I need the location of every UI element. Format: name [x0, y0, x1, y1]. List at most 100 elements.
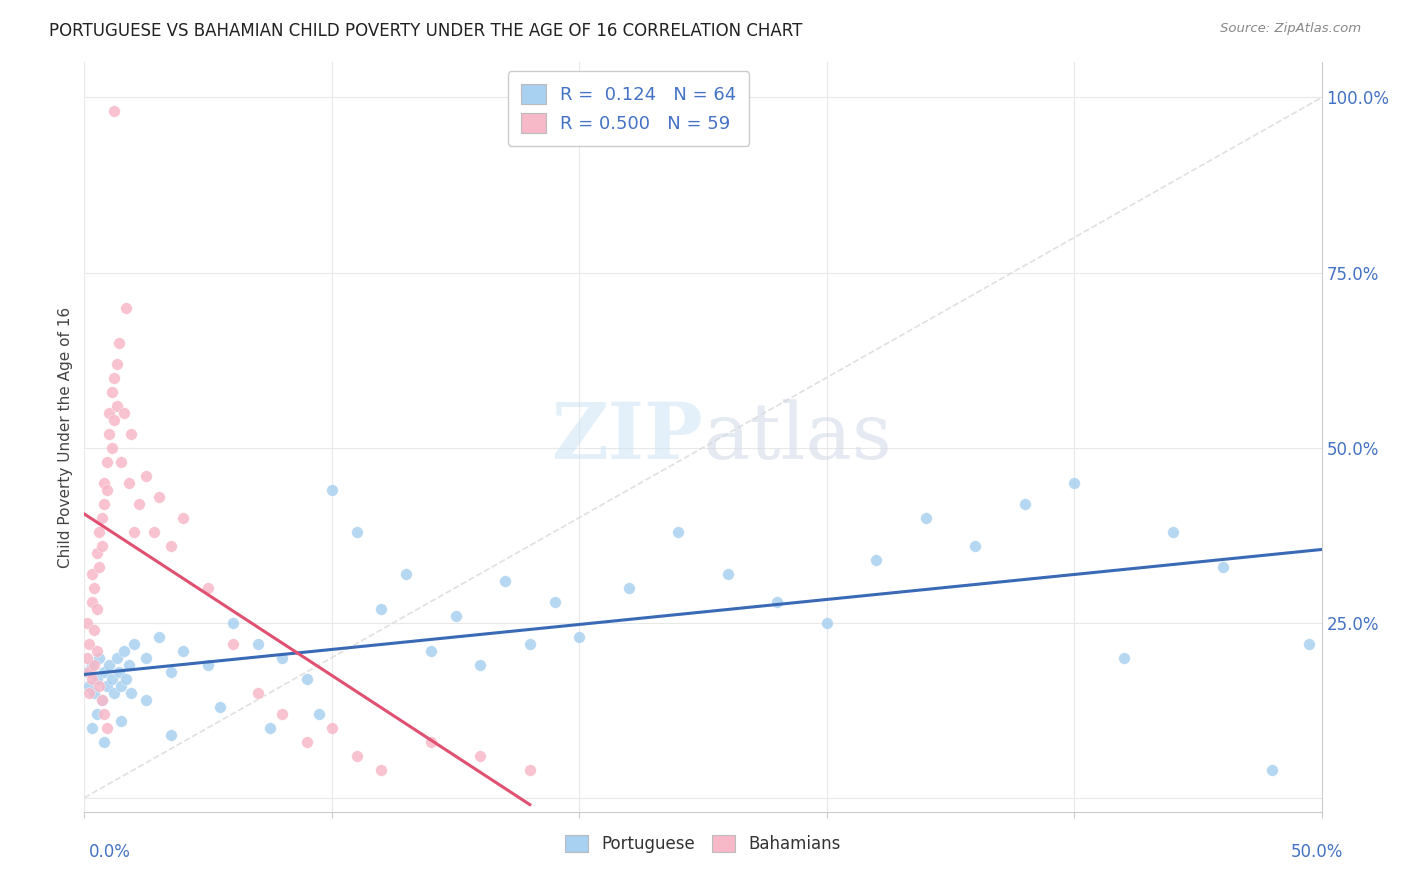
Point — [295, 672, 318, 686]
Point — [122, 637, 145, 651]
Point — [90, 510, 112, 524]
Point — [128, 497, 150, 511]
Point — [543, 594, 565, 608]
Point — [346, 524, 368, 539]
Point — [76, 665, 98, 679]
Point — [222, 637, 245, 651]
Point — [259, 721, 281, 735]
Point — [118, 657, 141, 672]
Point — [83, 623, 105, 637]
Point — [815, 615, 838, 630]
Point — [76, 615, 98, 630]
Point — [246, 637, 269, 651]
Point — [470, 657, 492, 672]
Point — [98, 657, 121, 672]
Point — [110, 454, 132, 468]
Point — [103, 370, 125, 384]
Point — [93, 734, 115, 748]
Point — [419, 734, 441, 748]
Point — [914, 510, 936, 524]
Point — [160, 539, 183, 553]
Point — [295, 734, 318, 748]
Point — [93, 665, 115, 679]
Point — [271, 650, 294, 665]
Point — [965, 539, 987, 553]
Point — [346, 748, 368, 763]
Point — [135, 650, 157, 665]
Point — [105, 399, 128, 413]
Point — [86, 672, 108, 686]
Point — [89, 559, 111, 574]
Point — [135, 468, 157, 483]
Point — [100, 384, 122, 399]
Point — [617, 581, 640, 595]
Point — [308, 706, 330, 721]
Point — [766, 594, 789, 608]
Point — [142, 524, 165, 539]
Point — [1063, 475, 1085, 490]
Point — [148, 490, 170, 504]
Point — [108, 335, 131, 350]
Point — [321, 721, 343, 735]
Point — [1212, 559, 1234, 574]
Point — [112, 406, 135, 420]
Point — [80, 594, 103, 608]
Point — [115, 301, 138, 315]
Point — [120, 686, 142, 700]
Point — [90, 539, 112, 553]
Point — [79, 686, 101, 700]
Point — [86, 601, 108, 615]
Point — [1014, 497, 1036, 511]
Point — [105, 357, 128, 371]
Point — [86, 706, 108, 721]
Point — [370, 601, 392, 615]
Point — [80, 657, 103, 672]
Point — [110, 679, 132, 693]
Point — [172, 643, 194, 657]
Point — [519, 637, 541, 651]
Text: ZIP: ZIP — [551, 399, 703, 475]
Point — [96, 454, 118, 468]
Point — [79, 637, 101, 651]
Point — [80, 672, 103, 686]
Text: PORTUGUESE VS BAHAMIAN CHILD POVERTY UNDER THE AGE OF 16 CORRELATION CHART: PORTUGUESE VS BAHAMIAN CHILD POVERTY UND… — [49, 22, 803, 40]
Text: atlas: atlas — [703, 400, 891, 475]
Point — [105, 650, 128, 665]
Point — [112, 643, 135, 657]
Point — [197, 657, 219, 672]
Text: Source: ZipAtlas.com: Source: ZipAtlas.com — [1220, 22, 1361, 36]
Point — [172, 510, 194, 524]
Point — [160, 728, 183, 742]
Text: 0.0%: 0.0% — [89, 843, 131, 861]
Point — [494, 574, 516, 588]
Point — [86, 546, 108, 560]
Point — [519, 763, 541, 777]
Point — [865, 552, 887, 566]
Point — [98, 426, 121, 441]
Point — [96, 483, 118, 497]
Point — [80, 566, 103, 581]
Point — [89, 524, 111, 539]
Point — [110, 714, 132, 728]
Point — [90, 692, 112, 706]
Point — [103, 104, 125, 119]
Point — [135, 692, 157, 706]
Point — [1298, 637, 1320, 651]
Point — [83, 657, 105, 672]
Point — [122, 524, 145, 539]
Point — [246, 686, 269, 700]
Point — [100, 672, 122, 686]
Point — [419, 643, 441, 657]
Point — [1112, 650, 1135, 665]
Point — [108, 665, 131, 679]
Text: 50.0%: 50.0% — [1291, 843, 1343, 861]
Point — [395, 566, 418, 581]
Point — [79, 679, 101, 693]
Point — [209, 699, 232, 714]
Legend: Portuguese, Bahamians: Portuguese, Bahamians — [558, 828, 848, 860]
Point — [83, 581, 105, 595]
Point — [118, 475, 141, 490]
Point — [370, 763, 392, 777]
Point — [89, 650, 111, 665]
Point — [103, 686, 125, 700]
